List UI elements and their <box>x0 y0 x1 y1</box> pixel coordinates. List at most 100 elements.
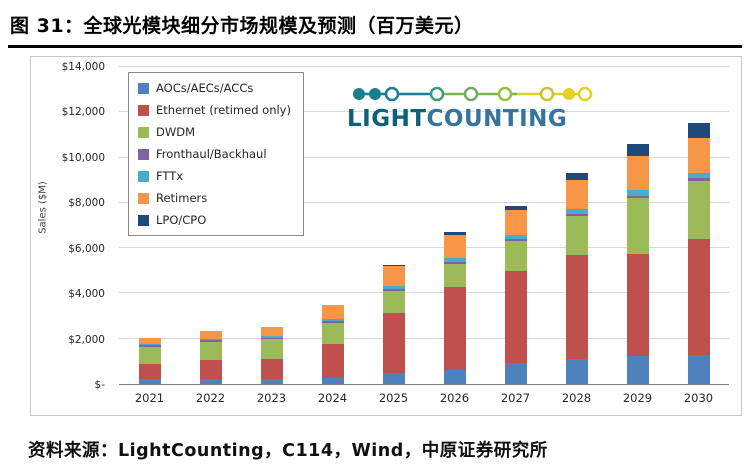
legend-label: AOCs/AECs/ACCs <box>156 81 254 95</box>
bar-group-2022 <box>180 67 241 384</box>
bar-segment <box>199 340 222 342</box>
bar-segment <box>199 338 222 341</box>
bar-segment <box>687 122 710 138</box>
legend-item: FTTx <box>138 169 291 183</box>
legend-swatch <box>138 104 149 116</box>
bar-segment <box>504 239 527 242</box>
bar-segment <box>138 346 161 364</box>
bar-segment <box>382 313 405 374</box>
bar-segment <box>626 195 649 199</box>
legend-label: Ethernet (retimed only) <box>156 103 291 117</box>
x-tick-label: 2027 <box>500 391 531 405</box>
stacked-bar-2024 <box>321 67 344 384</box>
bar-segment <box>504 205 527 210</box>
figure-title: 图 31：全球光模块细分市场规模及预测（百万美元） <box>10 15 474 37</box>
y-tick-label: $8,000 <box>68 197 105 210</box>
bar-segment <box>382 373 405 384</box>
x-tick-label: 2022 <box>195 391 226 405</box>
stacked-bar-2023 <box>260 67 283 384</box>
y-tick-label: $10,000 <box>61 151 105 164</box>
logo-counting-text: COUNTING <box>426 106 568 132</box>
bar-segment <box>199 330 222 339</box>
bar-segment <box>321 318 344 322</box>
bar-group-2028 <box>546 67 607 384</box>
bar-segment <box>626 190 649 196</box>
legend-swatch <box>138 170 149 182</box>
chart-panel: Sales ($M) $- $2,000 $4,000 $6,000 $8,000 $10… <box>30 56 742 416</box>
bar-segment <box>443 263 466 288</box>
bar-group-2029 <box>607 67 668 384</box>
stacked-bar-2027 <box>504 67 527 384</box>
bar-segment <box>260 379 283 384</box>
bar-segment <box>687 181 710 240</box>
stacked-bar-2025 <box>382 67 405 384</box>
bar-segment <box>443 369 466 384</box>
legend-swatch <box>138 192 149 204</box>
title-row: 图 31：全球光模块细分市场规模及预测（百万美元） <box>0 0 750 45</box>
chart-legend: AOCs/AECs/ACCs Ethernet (retimed only) DWD… <box>128 72 304 236</box>
legend-swatch <box>138 214 149 226</box>
x-tick-label: 2026 <box>439 391 470 405</box>
stacked-bar-2029 <box>626 67 649 384</box>
legend-label: Retimers <box>156 191 208 205</box>
gridline <box>119 201 729 203</box>
bar-segment <box>260 338 283 340</box>
bar-segment <box>443 235 466 258</box>
bar-segment <box>687 172 710 179</box>
x-tick-label: 2024 <box>317 391 348 405</box>
bar-group-2027 <box>485 67 546 384</box>
x-tick-label: 2021 <box>134 391 165 405</box>
logo-light-text: LIGHT <box>347 106 427 132</box>
bar-segment <box>199 379 222 384</box>
source-line: 资料来源：LightCounting，C114，Wind，中原证券研究所 <box>28 441 548 461</box>
bars-container <box>119 67 729 384</box>
bar-segment <box>382 290 405 314</box>
bar-segment <box>321 344 344 379</box>
bar-group-2021 <box>119 67 180 384</box>
y-tick-label: $4,000 <box>68 288 105 301</box>
x-tick-label: 2028 <box>561 391 592 405</box>
x-axis-ticks: 2021 2022 2023 2024 2025 2026 2027 2028 2029 2030 <box>119 391 729 409</box>
bar-segment <box>565 213 588 217</box>
bar-segment <box>138 343 161 346</box>
bar-group-2030 <box>668 67 729 384</box>
lightcounting-wordmark: LIGHTCOUNTING <box>347 106 597 132</box>
gridline <box>119 111 729 113</box>
stacked-bar-2026 <box>443 67 466 384</box>
y-tick-label: $12,000 <box>61 106 105 119</box>
bar-segment <box>260 339 283 359</box>
bar-segment <box>504 234 527 240</box>
bar-segment <box>260 327 283 337</box>
legend-item: Ethernet (retimed only) <box>138 103 291 117</box>
legend-item: AOCs/AECs/ACCs <box>138 81 291 95</box>
bar-segment <box>626 355 649 384</box>
bar-group-2024 <box>302 67 363 384</box>
bar-segment <box>443 257 466 262</box>
bar-segment <box>626 253 649 356</box>
bar-segment <box>687 178 710 182</box>
bar-segment <box>443 287 466 370</box>
bar-segment <box>321 305 344 319</box>
lightcounting-logo: LIGHTCOUNTING <box>347 85 597 132</box>
bar-segment <box>443 261 466 264</box>
bar-segment <box>504 209 527 235</box>
stacked-bar-2030 <box>687 67 710 384</box>
bar-segment <box>321 321 344 323</box>
stacked-bar-2028 <box>565 67 588 384</box>
bar-segment <box>565 209 588 214</box>
bar-segment <box>321 378 344 384</box>
bar-group-2026 <box>424 67 485 384</box>
bar-segment <box>565 216 588 255</box>
x-tick-label: 2029 <box>622 391 653 405</box>
legend-label: FTTx <box>156 169 184 183</box>
stacked-bar-2021 <box>138 67 161 384</box>
gridline <box>119 247 729 249</box>
legend-swatch <box>138 126 149 138</box>
legend-swatch <box>138 148 149 160</box>
gridline <box>119 66 729 67</box>
bar-segment <box>504 362 527 384</box>
bar-segment <box>260 336 283 339</box>
gridline <box>119 292 729 294</box>
bar-segment <box>626 144 649 157</box>
